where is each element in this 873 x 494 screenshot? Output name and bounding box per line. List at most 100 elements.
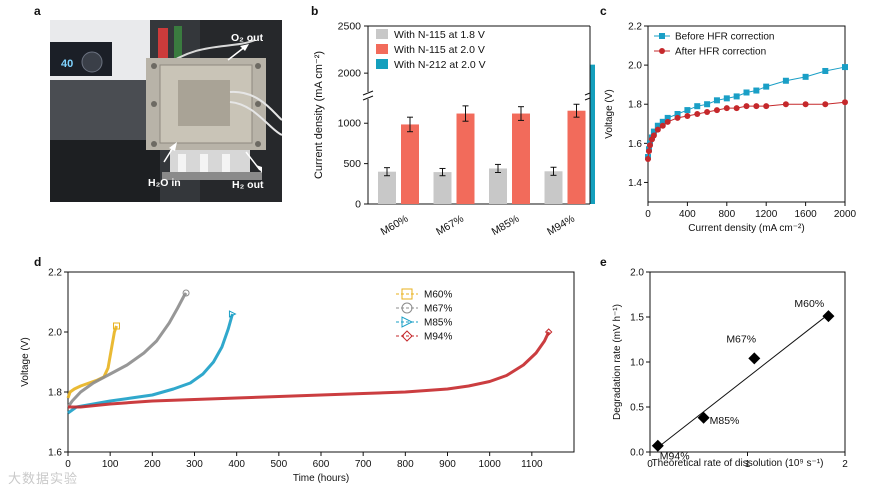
x-tick-label: 700 [355,459,372,470]
legend-swatch [376,44,388,54]
bar-M85%-0 [489,168,507,204]
data-point-M67% [748,352,761,365]
data-point [763,83,770,90]
label-h2-out: H₂ out [232,179,264,191]
label-o2-out: O₂ out [231,32,264,44]
data-point [763,103,770,110]
y-tick-label: 0.0 [630,448,644,459]
y-tick-label: 1.5 [630,313,644,324]
x-tick-label: 1 [745,459,751,470]
data-point [743,103,750,110]
legend-entry: M60% [424,290,452,301]
legend-marker [659,48,665,54]
data-point [645,155,651,162]
y-tick-label: 1000 [338,118,362,130]
device-display: 40 [61,58,74,70]
data-point [674,111,681,117]
x-tick-label: 0 [645,209,651,220]
y-tick-label: 2.2 [628,22,642,33]
data-point [694,103,701,110]
data-point [650,128,657,135]
data-point [654,122,661,129]
panel-letter-a: a [34,4,41,18]
data-point [654,126,661,133]
x-tick-label: 900 [439,459,456,470]
data-point [659,122,666,129]
x-tick-label: 1200 [755,209,778,220]
data-point [704,109,711,116]
y-tick-label: 500 [343,158,361,170]
x-category-label: M60% [379,213,411,238]
data-point [664,118,671,125]
x-tick-label: 0 [65,459,71,470]
legend-entry: M67% [424,304,452,315]
x-category-label: M67% [434,213,466,238]
y-tick-label: 1.6 [48,448,62,459]
data-point [684,107,691,114]
y-tick-label: 1.0 [630,358,644,369]
electrolyzer-illustration [50,20,282,202]
data-point-M85% [697,411,710,424]
data-point [753,103,760,110]
bar-chart-current-density: 0 500 1000 2000 2500 Current density (mA cm⁻²… [313,21,595,238]
data-point [782,101,789,108]
y-tick-label: 0.5 [630,403,644,414]
y-tick-label: 1.8 [628,100,642,111]
data-point [782,77,789,84]
x-category-label: M94% [545,213,577,238]
bar-M67%-1 [456,113,475,204]
durability-voltage-chart: 0 100 200 300 400 500 600 700 800 900 1000 1100 1.6 1… [20,268,575,484]
series-end-marker [112,322,120,330]
data-point [842,64,848,71]
data-point [723,95,730,102]
data-point [646,142,653,149]
bar-M67%-0 [433,172,452,204]
legend-marker [401,330,413,342]
series-line-0 [66,325,118,399]
point-label: M60% [794,298,824,310]
bar-M94%-1 [567,110,586,204]
y-axis-label: Degradation rate (mV h⁻¹) [612,304,623,420]
x-tick-label: 2 [842,459,848,470]
legend-entry: With N-212 at 2.0 V [394,59,486,71]
y-tick-label: 2000 [338,68,362,80]
data-point [723,105,730,112]
x-tick-label: 300 [186,459,203,470]
data-point-M60% [822,310,835,323]
data-point [802,73,809,80]
data-point [650,132,657,139]
data-point [684,112,691,119]
series-line-2 [67,313,234,415]
bar-M85%-1 [512,113,530,204]
x-axis-label: Time (hours) [293,473,349,484]
x-tick-label: 100 [102,459,119,470]
bar-M60%-0 [378,171,396,204]
data-point [704,101,711,108]
legend-swatch [376,59,388,69]
legend-marker [659,33,665,39]
y-tick-label: 2.0 [628,61,642,72]
x-tick-label: 1600 [794,209,817,220]
y-tick-label: 1.8 [48,388,62,399]
x-axis-label: Current density (mA cm⁻²) [688,223,804,234]
data-point [822,67,829,74]
y-tick-label: 0 [355,199,361,211]
series-end-marker [182,289,190,297]
x-axis-label: Theoretical rate of dissolution (10⁹ s⁻¹… [652,458,824,469]
data-point-M94% [651,439,664,452]
point-label: M94% [660,451,690,463]
x-tick-label: 600 [313,459,330,470]
point-label: M85% [710,415,740,427]
series-line-1 [647,101,846,160]
plot-frame [647,25,846,203]
data-point [822,101,829,108]
x-tick-label: 400 [228,459,245,470]
y-axis-label: Voltage (V) [20,337,31,386]
data-point [664,114,671,121]
x-tick-label: 2000 [834,209,857,220]
y-tick-label: 2500 [338,21,362,33]
y-axis-label: Voltage (V) [604,89,615,138]
panel-letter-d: d [34,255,42,269]
electrolyzer-photo: 40 O₂ out H₂O in H₂ out [50,20,282,202]
legend-entry: With N-115 at 1.8 V [394,29,485,41]
